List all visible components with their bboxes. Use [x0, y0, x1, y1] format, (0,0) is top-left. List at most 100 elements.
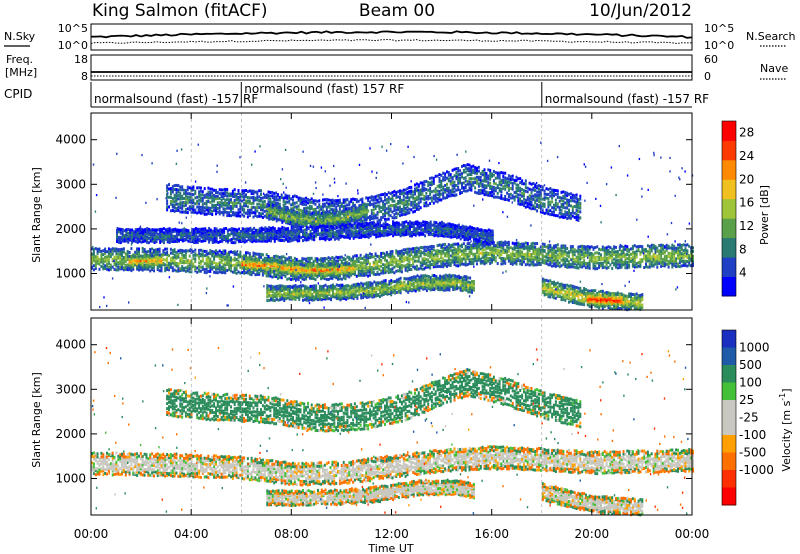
- heatmap-cell: [196, 201, 199, 205]
- heatmap-cell: [106, 250, 108, 254]
- heatmap-cell: [526, 242, 529, 245]
- heatmap-cell: [261, 268, 264, 272]
- heatmap-cell: [406, 193, 409, 197]
- heatmap-cell: [447, 179, 450, 183]
- heatmap-cell: [543, 202, 546, 206]
- heatmap-cell: [320, 218, 323, 222]
- heatmap-cell: [521, 250, 524, 254]
- heatmap-cell: [188, 259, 191, 263]
- heatmap-cell: [468, 186, 471, 190]
- heatmap-cell: [260, 208, 262, 212]
- heatmap-cell: [307, 256, 309, 260]
- heatmap-cell: [228, 265, 231, 269]
- heatmap-cell: [357, 272, 360, 276]
- heatmap-cell: [504, 179, 507, 182]
- heatmap-cell: [166, 266, 169, 270]
- heatmap-cell: [669, 246, 672, 250]
- heatmap-cell: [246, 257, 249, 261]
- heatmap-cell: [211, 250, 214, 253]
- heatmap-cell: [532, 186, 535, 190]
- heatmap-cell: [94, 247, 97, 251]
- heatmap-cell: [631, 264, 634, 268]
- heatmap-cell: [160, 257, 163, 260]
- heatmap-cell: [358, 206, 361, 210]
- heatmap-cell: [341, 220, 344, 223]
- heatmap-cell: [487, 191, 490, 195]
- heatmap-cell: [528, 206, 531, 210]
- heatmap-cell: [415, 195, 418, 199]
- heatmap-cell: [496, 248, 499, 252]
- heatmap-cell: [295, 201, 298, 205]
- heatmap-cell: [149, 253, 152, 257]
- heatmap-cell: [455, 184, 458, 187]
- heatmap-cell: [293, 271, 296, 275]
- heatmap-cell: [560, 208, 563, 212]
- heatmap-cell: [468, 182, 471, 186]
- heatmap-cell: [564, 249, 567, 253]
- heatmap-cell: [268, 203, 271, 207]
- heatmap-cell: [241, 189, 244, 193]
- heatmap-cell: [201, 193, 204, 197]
- heatmap-cell: [361, 266, 364, 270]
- heatmap-cell: [149, 262, 152, 266]
- heatmap-cell: [603, 265, 606, 269]
- heatmap-cell: [337, 201, 339, 205]
- heatmap-cell: [248, 258, 251, 262]
- heatmap-cell: [675, 246, 678, 250]
- heatmap-cell: [258, 252, 261, 256]
- heatmap-cell: [364, 205, 366, 209]
- heatmap-cell: [239, 204, 242, 208]
- heatmap-cell: [472, 183, 475, 187]
- heatmap-cell: [252, 192, 255, 196]
- heatmap-cell: [290, 220, 293, 224]
- heatmap-cell: [171, 205, 174, 209]
- heatmap-cell: [491, 255, 493, 259]
- heatmap-cell: [207, 196, 210, 200]
- heatmap-cell: [641, 247, 644, 251]
- heatmap-cell: [603, 246, 606, 250]
- heatmap-cell: [254, 211, 257, 215]
- heatmap-cell: [521, 242, 524, 246]
- heatmap-cell: [216, 252, 219, 256]
- heatmap-cell: [455, 248, 458, 252]
- heatmap-cell: [173, 248, 176, 252]
- heatmap-cell: [575, 205, 578, 209]
- heatmap-cell: [261, 264, 264, 268]
- heatmap-cell: [464, 252, 467, 256]
- heatmap-cell: [196, 266, 199, 270]
- heatmap-cell: [322, 214, 325, 218]
- heatmap-cell: [355, 257, 358, 261]
- heatmap-cell: [326, 222, 329, 226]
- heatmap-cell: [660, 264, 663, 268]
- heatmap-cell: [224, 252, 227, 256]
- heatmap-cell: [153, 265, 155, 269]
- heatmap-cell: [461, 249, 463, 253]
- heatmap-cell: [605, 252, 608, 256]
- heatmap-cell: [295, 264, 298, 268]
- heatmap-cell: [489, 186, 492, 190]
- heatmap-cell: [314, 271, 317, 275]
- heatmap-cell: [545, 255, 548, 259]
- heatmap-cell: [209, 261, 212, 265]
- heatmap-cell: [316, 257, 319, 261]
- heatmap-cell: [245, 211, 247, 215]
- heatmap-cell: [663, 262, 666, 266]
- heatmap-cell: [233, 263, 236, 267]
- heatmap-cell: [504, 257, 507, 261]
- heatmap-cell: [476, 251, 478, 255]
- heatmap-cell: [538, 205, 540, 209]
- heatmap-cell: [427, 245, 430, 249]
- heatmap-cell: [436, 184, 439, 188]
- heatmap-cell: [122, 256, 125, 259]
- heatmap-cell: [569, 245, 572, 249]
- heatmap-cell: [313, 220, 316, 224]
- heatmap-cell: [468, 167, 471, 171]
- heatmap-cell: [615, 255, 617, 259]
- heatmap-cell: [308, 259, 311, 263]
- heatmap-cell: [504, 243, 507, 247]
- heatmap-cell: [584, 245, 587, 249]
- heatmap-cell: [648, 262, 651, 266]
- heatmap-cell: [430, 196, 433, 200]
- heatmap-cell: [648, 259, 651, 263]
- heatmap-cell: [397, 200, 400, 203]
